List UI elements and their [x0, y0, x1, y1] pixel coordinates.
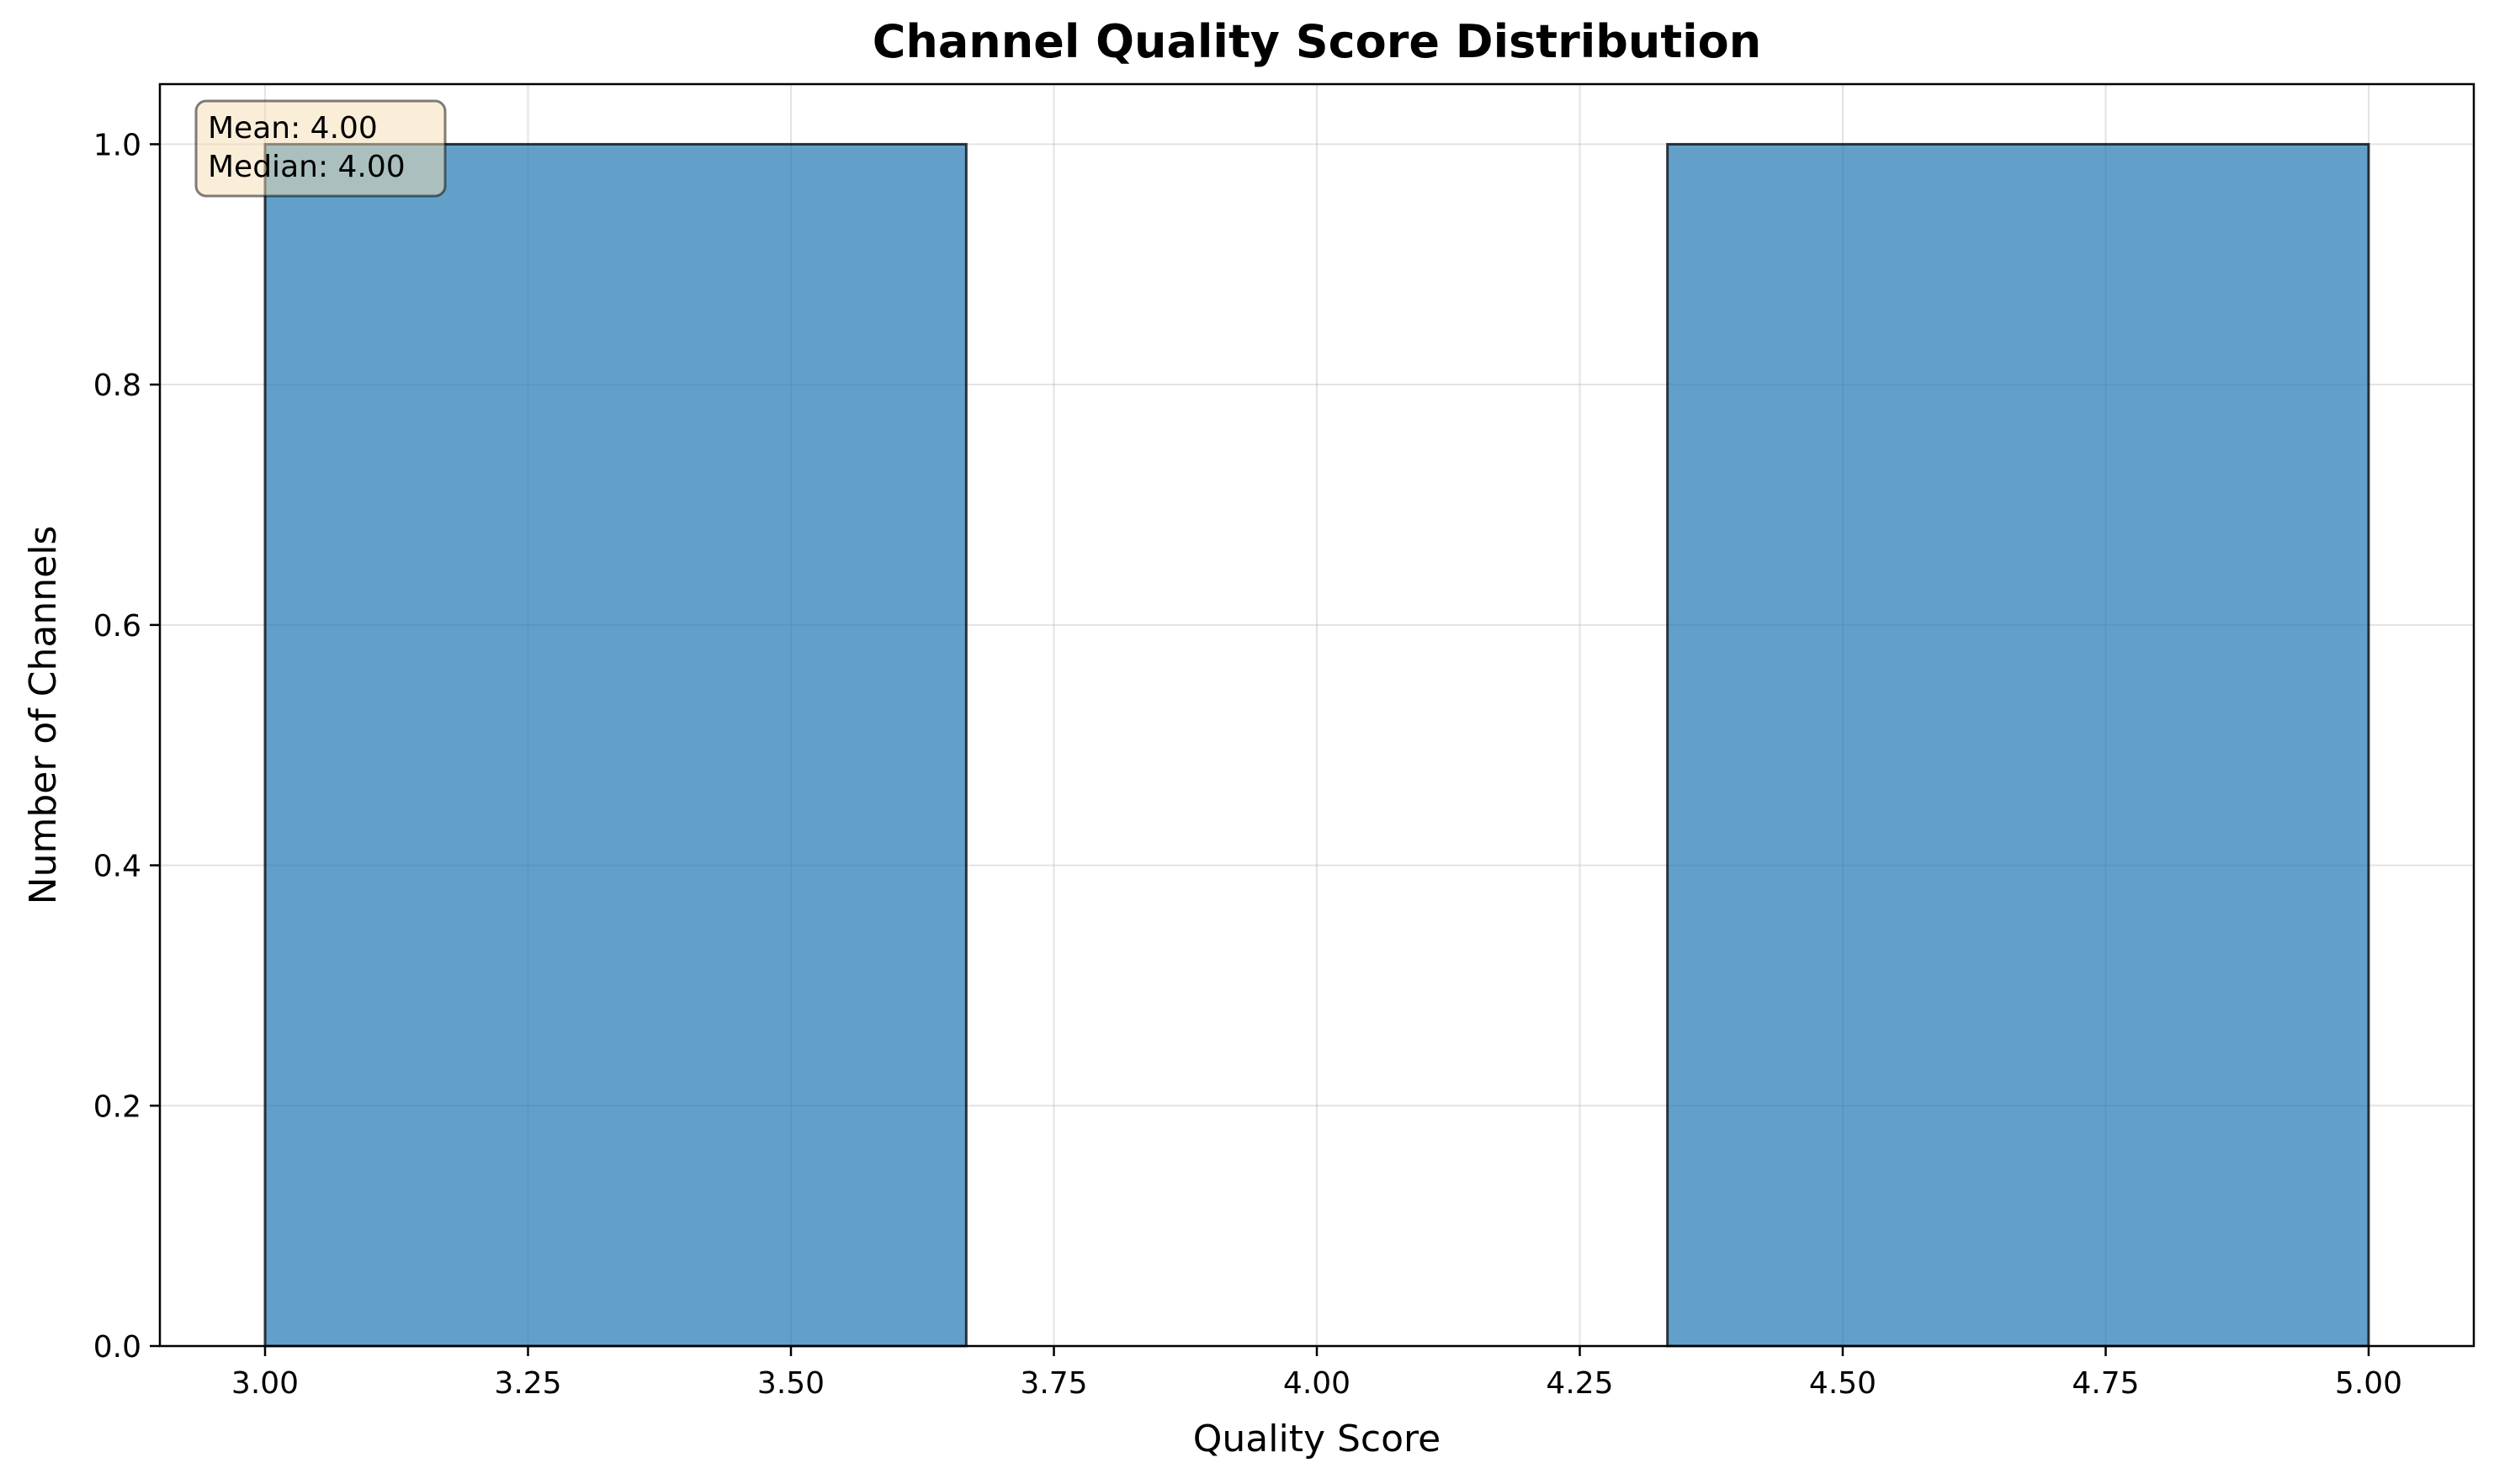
x-tick-label: 4.75 — [2072, 1366, 2139, 1401]
stats-mean-text: Mean: 4.00 — [208, 111, 378, 146]
x-tick-label: 4.50 — [1809, 1366, 1876, 1401]
y-tick-label: 0.8 — [93, 368, 141, 403]
x-tick-label: 5.00 — [2335, 1366, 2402, 1401]
y-tick-label: 1.0 — [93, 128, 141, 162]
x-tick-label: 3.00 — [231, 1366, 299, 1401]
y-tick-label: 0.0 — [93, 1330, 141, 1365]
stats-annotation: Mean: 4.00 Median: 4.00 — [194, 99, 447, 198]
x-tick-label: 4.00 — [1283, 1366, 1350, 1401]
histogram-bar — [263, 142, 968, 1348]
x-tick-label: 3.75 — [1020, 1366, 1087, 1401]
stats-median-text: Median: 4.00 — [208, 150, 406, 184]
x-axis-ticks: 3.00 3.25 3.50 3.75 4.00 4.25 4.50 4.75 5.00 — [231, 1346, 2402, 1401]
histogram-bar — [1666, 142, 2370, 1348]
stats-annotation-box — [194, 99, 447, 198]
x-tick-label: 3.50 — [757, 1366, 825, 1401]
x-axis-label: Quality Score — [1193, 1418, 1441, 1460]
x-tick-label: 3.25 — [494, 1366, 561, 1401]
y-tick-label: 0.2 — [93, 1089, 141, 1124]
y-axis-ticks: 0.0 0.2 0.4 0.6 0.8 1.0 — [93, 128, 160, 1365]
x-tick-label: 4.25 — [1546, 1366, 1613, 1401]
y-tick-label: 0.6 — [93, 609, 141, 644]
chart-title: Channel Quality Score Distribution — [873, 15, 1761, 68]
histogram-bars — [263, 142, 2370, 1348]
y-tick-label: 0.4 — [93, 850, 141, 884]
y-axis-label: Number of Channels — [22, 526, 65, 905]
